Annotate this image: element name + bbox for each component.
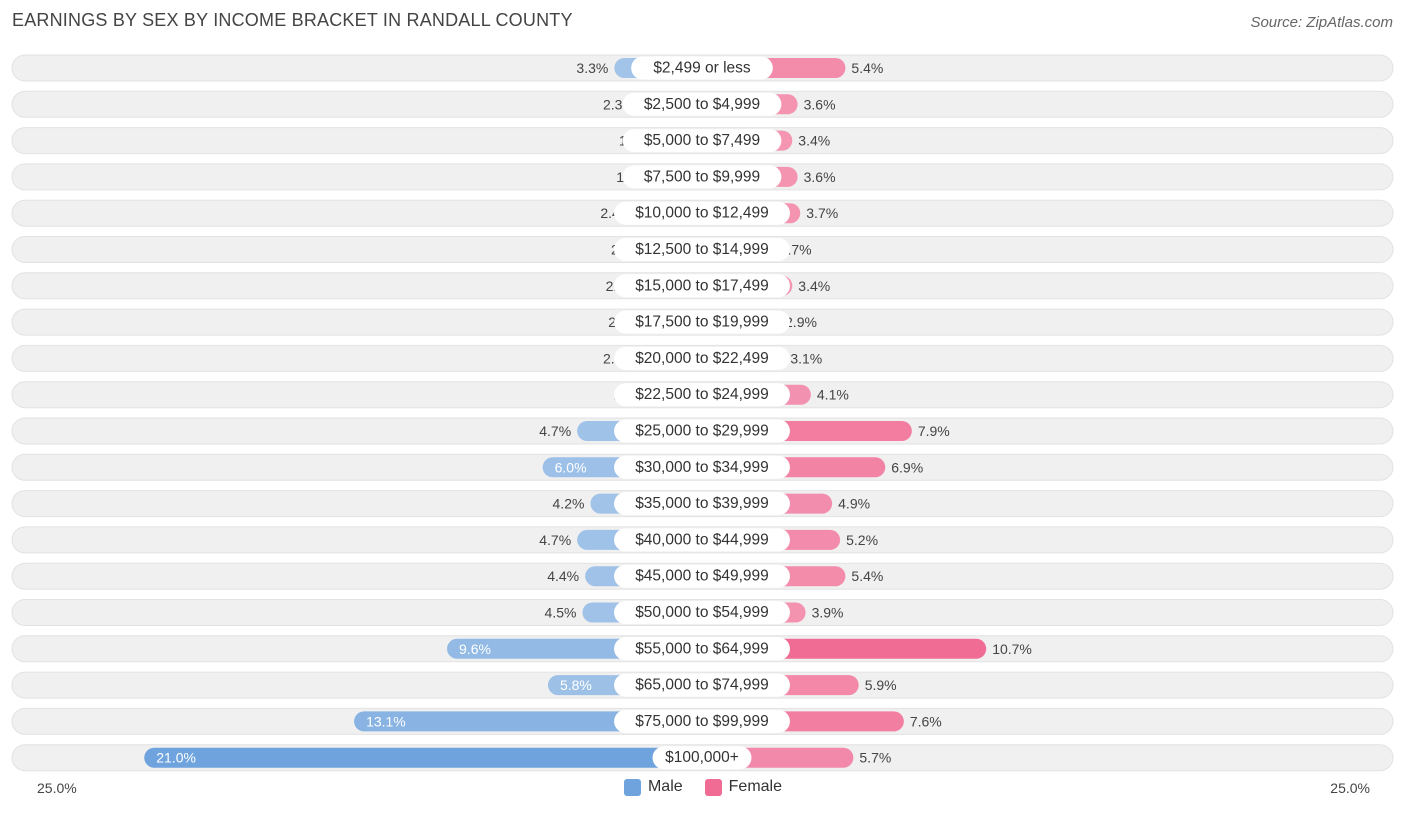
axis-label-right: 25.0% (1330, 780, 1370, 796)
chart-title: EARNINGS BY SEX BY INCOME BRACKET IN RAN… (12, 10, 573, 30)
female-value-label: 6.9% (891, 459, 923, 475)
category-pill (614, 346, 790, 370)
female-value-label: 3.1% (790, 350, 822, 366)
male-value-label: 13.1% (366, 713, 406, 729)
category-pill (614, 492, 790, 516)
male-value-label: 9.6% (459, 641, 491, 657)
category-label: $15,000 to $17,499 (635, 277, 769, 294)
male-value-label: 4.5% (545, 605, 577, 621)
legend-label-female: Female (728, 778, 783, 795)
male-value-label: 21.0% (156, 750, 196, 766)
category-pill (622, 92, 782, 116)
female-value-label: 5.7% (859, 750, 891, 766)
category-pill (652, 746, 752, 770)
category-pill (614, 383, 790, 407)
category-label: $30,000 to $34,999 (635, 459, 769, 476)
category-label: $20,000 to $22,499 (635, 350, 769, 367)
male-value-label: 5.8% (560, 677, 592, 693)
male-bar (354, 711, 702, 732)
source-credit: Source: ZipAtlas.com (1250, 14, 1393, 31)
female-value-label: 2.9% (785, 314, 817, 330)
legend: Male Female (0, 778, 1406, 796)
female-value-label: 7.6% (910, 713, 942, 729)
female-value-label: 3.9% (812, 605, 844, 621)
category-label: $50,000 to $54,999 (635, 604, 769, 621)
legend-swatch-female (704, 778, 722, 796)
category-label: $55,000 to $64,999 (635, 640, 769, 657)
male-value-label: 4.2% (553, 496, 585, 512)
category-label: $75,000 to $99,999 (635, 713, 769, 730)
category-pill (614, 455, 790, 479)
male-value-label: 4.7% (539, 423, 571, 439)
female-value-label: 10.7% (992, 641, 1032, 657)
category-pill (614, 274, 790, 298)
male-value-label: 4.7% (539, 532, 571, 548)
category-pill (614, 419, 790, 443)
category-pill (622, 129, 782, 153)
category-label: $7,500 to $9,999 (644, 168, 760, 185)
category-label: $12,500 to $14,999 (635, 241, 769, 258)
category-pill (614, 564, 790, 588)
category-label: $45,000 to $49,999 (635, 568, 769, 585)
female-value-label: 3.6% (804, 169, 836, 185)
category-label: $22,500 to $24,999 (635, 386, 769, 403)
category-label: $2,500 to $4,999 (644, 96, 760, 113)
female-value-label: 5.9% (865, 677, 897, 693)
female-value-label: 5.4% (851, 60, 883, 76)
female-value-label: 4.9% (838, 496, 870, 512)
category-label: $10,000 to $12,499 (635, 205, 769, 222)
category-pill (631, 56, 773, 80)
axis-label-left: 25.0% (37, 780, 77, 796)
category-pill (614, 673, 790, 697)
male-bar (144, 747, 703, 768)
category-label: $40,000 to $44,999 (635, 531, 769, 548)
category-pill (622, 165, 782, 189)
category-label: $65,000 to $74,999 (635, 677, 769, 694)
category-pill (614, 310, 790, 334)
category-pill (614, 601, 790, 624)
category-pill (614, 637, 790, 661)
category-label: $100,000+ (665, 749, 739, 766)
female-value-label: 7.9% (918, 423, 950, 439)
category-pill (614, 238, 790, 261)
legend-label-male: Male (647, 778, 683, 795)
male-value-label: 6.0% (555, 459, 587, 475)
category-pill (614, 201, 790, 225)
female-value-label: 5.2% (846, 532, 878, 548)
category-label: $25,000 to $29,999 (635, 423, 769, 440)
female-value-label: 3.6% (804, 96, 836, 112)
category-label: $35,000 to $39,999 (635, 495, 769, 512)
male-value-label: 3.3% (576, 60, 608, 76)
legend-item-male[interactable]: Male (623, 778, 683, 796)
category-label: $5,000 to $7,499 (644, 132, 760, 149)
category-pill (614, 709, 790, 733)
female-value-label: 3.7% (806, 205, 838, 221)
female-value-label: 3.4% (798, 278, 830, 294)
female-value-label: 3.4% (798, 133, 830, 149)
legend-swatch-male (623, 778, 641, 796)
category-label: $17,500 to $19,999 (635, 314, 769, 331)
category-pill (614, 528, 790, 552)
female-value-label: 4.1% (817, 387, 849, 403)
male-value-label: 4.4% (547, 568, 579, 584)
female-value-label: 5.4% (851, 568, 883, 584)
category-label: $2,499 or less (653, 60, 751, 77)
legend-item-female[interactable]: Female (704, 778, 783, 796)
